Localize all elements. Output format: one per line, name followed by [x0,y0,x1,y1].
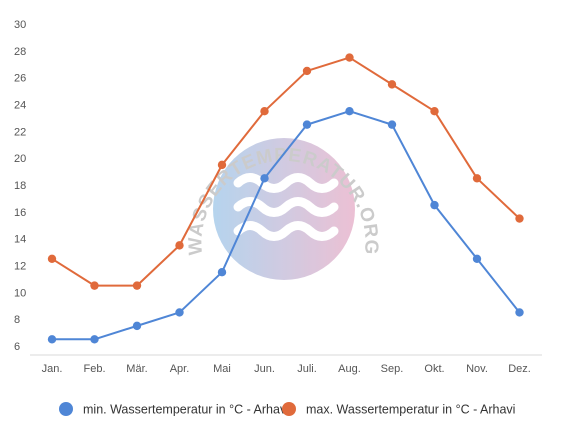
legend-item-min[interactable]: min. Wassertemperatur in °C - Arhavi [59,402,289,417]
data-point[interactable] [515,308,524,317]
data-point[interactable] [175,308,184,317]
legend: min. Wassertemperatur in °C - Arhavi max.… [59,402,515,417]
y-tick-label: 12 [14,261,26,273]
y-tick-label: 20 [14,153,26,165]
data-point[interactable] [132,281,142,290]
data-point[interactable] [472,174,482,183]
data-point[interactable] [260,174,269,183]
y-tick-label: 14 [14,234,26,246]
x-tick-label: Feb. [83,363,105,375]
y-tick-label: 28 [14,46,26,58]
x-tick-label: Aug. [338,363,361,375]
data-point[interactable] [132,321,142,331]
data-point[interactable] [175,241,184,250]
x-tick-label: Jun. [254,363,275,375]
y-tick-label: 8 [14,314,20,326]
series-layer [47,53,524,344]
data-point[interactable] [90,335,99,344]
x-tick-label: Mär. [126,363,147,375]
legend-label: min. Wassertemperatur in °C - Arhavi [83,403,289,417]
y-tick-label: 10 [14,287,26,299]
data-point[interactable] [430,107,439,116]
watermark-waves-icon [233,173,339,241]
x-tick-label: Mai [213,363,231,375]
data-point[interactable] [387,80,397,89]
data-point[interactable] [90,281,99,290]
x-tick-label: Apr. [170,363,190,375]
series-min-temperature [47,107,524,344]
x-tick-label: Juli. [297,363,317,375]
y-tick-label: 24 [14,100,26,112]
x-tick-label: Nov. [466,363,488,375]
x-tick-label: Jan. [42,363,63,375]
legend-marker [282,402,296,416]
legend-marker [59,402,73,416]
data-point[interactable] [345,107,354,116]
x-tick-label: Okt. [424,363,444,375]
data-point[interactable] [302,120,312,129]
data-point[interactable] [515,214,524,223]
data-point[interactable] [430,200,439,210]
data-point[interactable] [260,107,269,116]
data-point[interactable] [472,254,482,263]
data-point[interactable] [387,120,397,129]
y-tick-label: 22 [14,126,26,138]
legend-item-max[interactable]: max. Wassertemperatur in °C - Arhavi [282,402,515,417]
data-point[interactable] [345,53,354,62]
data-point[interactable] [217,268,227,277]
y-tick-label: 6 [14,341,20,353]
watermark: WASSERTEMPERATUR.ORG [185,138,381,280]
data-point[interactable] [302,66,312,76]
y-tick-label: 18 [14,180,26,192]
data-point[interactable] [47,254,57,263]
data-point[interactable] [47,335,57,344]
y-tick-label: 26 [14,73,26,85]
x-tick-label: Sep. [381,363,404,375]
y-tick-label: 30 [14,19,26,31]
series-line [51,56,521,287]
y-axis-tick-labels: 6 8 10 12 14 16 18 20 22 24 26 28 30 [14,19,26,353]
legend-label: max. Wassertemperatur in °C - Arhavi [306,403,515,417]
data-point[interactable] [217,160,227,170]
y-tick-label: 16 [14,207,26,219]
series-line [52,110,521,341]
x-tick-label: Dez. [508,363,531,375]
x-axis-tick-labels: Jan. Feb. Mär. Apr. Mai Jun. Juli. Aug. Sep. Okt.… [42,363,531,375]
series-max-temperature [47,53,524,290]
